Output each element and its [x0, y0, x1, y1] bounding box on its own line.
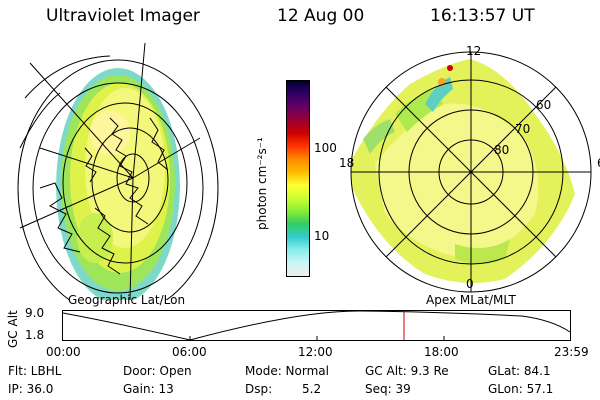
altitude-ymax-label: 9.0 [25, 306, 45, 320]
lat-label-60: 60 [536, 98, 551, 112]
glon-info: GLon: 57.1 [488, 382, 554, 396]
right-panel-caption: Apex MLat/MLT [426, 293, 516, 307]
mlt-label-18: 18 [339, 156, 354, 170]
dsp-label: Dsp: [245, 382, 273, 396]
colorbar-unit-label: photon cm⁻²s⁻¹ [255, 137, 269, 230]
door-info: Door: Open [123, 364, 192, 378]
colorbar-tick-100: 100 [314, 141, 337, 155]
time-tick-1200: 12:00 [298, 345, 333, 359]
time-tick-2359: 23:59 [554, 345, 589, 359]
time-tick-0600: 06:00 [172, 345, 207, 359]
polar-plot: 12 18 6 0 60 70 80 [339, 44, 600, 293]
lat-label-70: 70 [515, 122, 530, 136]
mlt-label-0: 0 [466, 277, 474, 291]
altitude-ymin-label: 1.8 [25, 328, 45, 342]
mlt-label-6: 6 [597, 156, 600, 170]
ip-info: IP: 36.0 [8, 382, 54, 396]
glat-info: GLat: 84.1 [488, 364, 551, 378]
time-label: 16:13:57 UT [430, 6, 535, 26]
filter-info: Flt: LBHL [8, 364, 62, 378]
instrument-title: Ultraviolet Imager [46, 6, 200, 26]
altitude-plot [62, 310, 571, 341]
gc-alt-info: GC Alt: 9.3 Re [365, 364, 449, 378]
dsp-value: 5.2 [302, 382, 322, 396]
mode-info: Mode: Normal [245, 364, 329, 378]
mlt-label-12: 12 [466, 44, 481, 58]
left-panel-caption: Geographic Lat/Lon [68, 293, 186, 307]
colorbar [286, 80, 310, 277]
time-tick-0000: 00:00 [46, 345, 81, 359]
gain-info: Gain: 13 [123, 382, 174, 396]
colorbar-tick-10: 10 [314, 229, 330, 243]
geographic-image [17, 42, 219, 300]
time-tick-1800: 18:00 [424, 345, 459, 359]
altitude-ylabel: GC Alt [6, 310, 20, 348]
date-label: 12 Aug 00 [277, 6, 365, 26]
seq-info: Seq: 39 [365, 382, 411, 396]
lat-label-80: 80 [494, 143, 509, 157]
